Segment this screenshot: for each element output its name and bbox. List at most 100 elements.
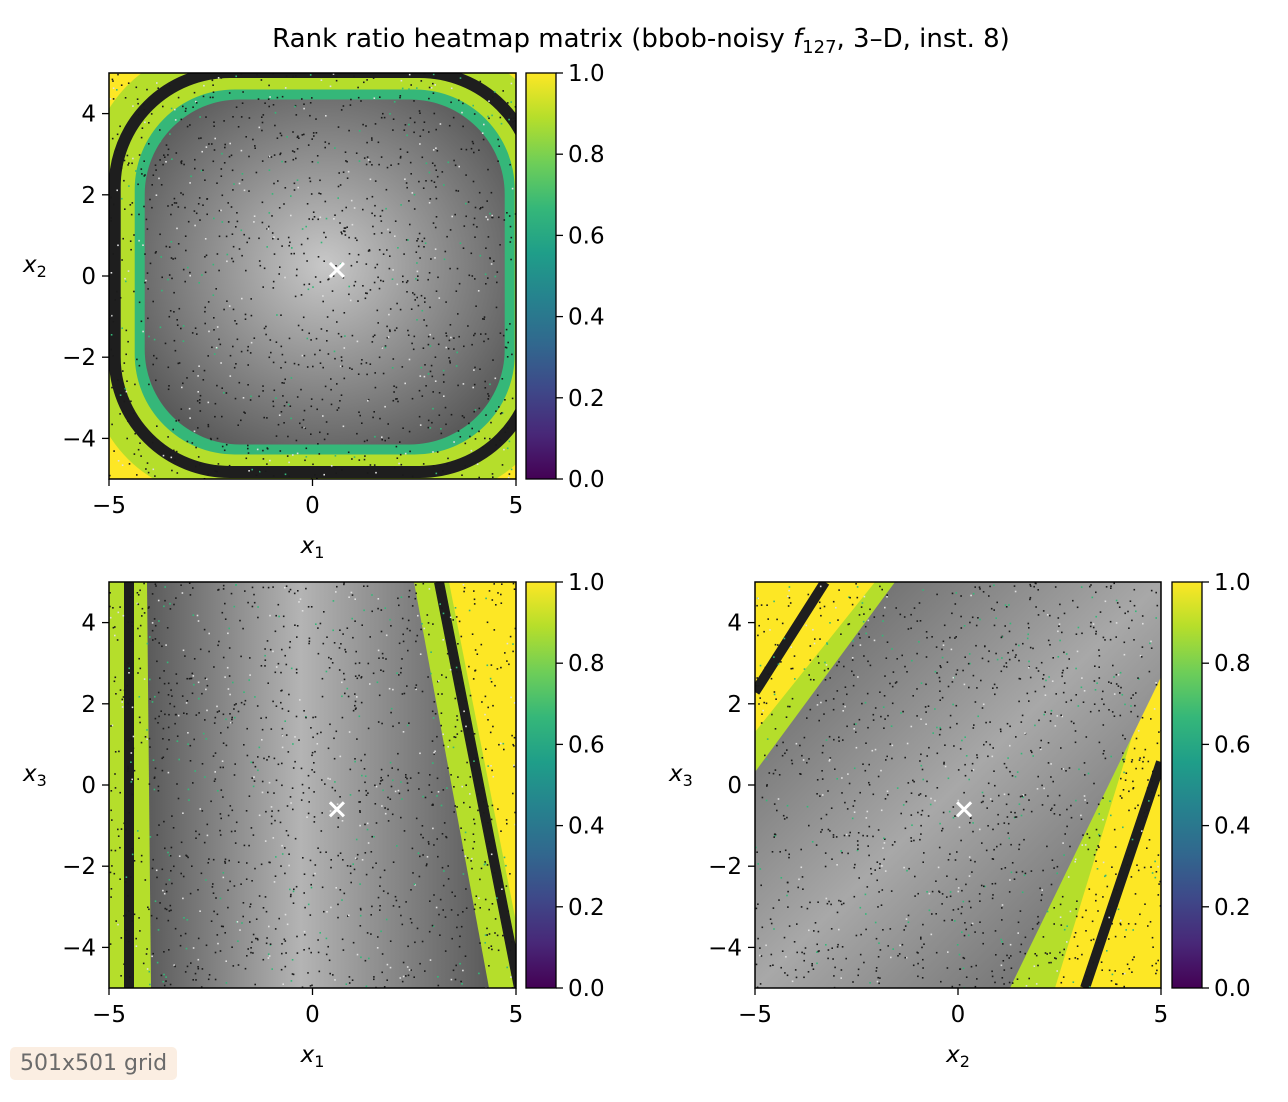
speckle <box>1054 957 1056 959</box>
speckle <box>344 230 346 233</box>
speckle <box>488 841 491 843</box>
speckle <box>490 945 493 947</box>
speckle <box>392 779 394 782</box>
speckle <box>170 107 173 110</box>
speckle <box>307 903 310 906</box>
speckle <box>971 762 974 765</box>
speckle <box>896 658 898 660</box>
speckle <box>326 340 328 342</box>
speckle <box>112 253 115 255</box>
speckle <box>348 982 351 984</box>
speckle <box>216 253 219 255</box>
speckle <box>765 944 767 947</box>
speckle <box>295 715 298 718</box>
speckle <box>935 951 938 954</box>
speckle <box>138 696 141 698</box>
speckle <box>1012 649 1014 652</box>
speckle <box>1039 747 1042 749</box>
speckle <box>484 862 487 865</box>
speckle <box>487 338 490 340</box>
speckle <box>168 274 171 276</box>
speckle <box>380 780 382 782</box>
speckle <box>881 889 884 891</box>
speckle <box>415 592 417 595</box>
speckle <box>786 749 788 751</box>
speckle <box>205 146 208 148</box>
speckle <box>993 584 995 587</box>
speckle <box>333 350 336 353</box>
speckle <box>883 727 885 729</box>
speckle <box>440 712 443 714</box>
speckle <box>989 585 991 588</box>
speckle <box>884 838 886 840</box>
speckle <box>389 113 391 115</box>
speckle <box>164 907 166 910</box>
speckle <box>284 161 287 163</box>
speckle <box>377 598 380 600</box>
speckle <box>811 963 813 965</box>
speckle <box>879 949 882 951</box>
speckle <box>974 860 976 863</box>
speckle <box>1089 585 1091 588</box>
speckle <box>1158 731 1160 733</box>
speckle <box>445 835 447 838</box>
speckle <box>846 725 848 728</box>
speckle <box>312 286 314 288</box>
speckle <box>1115 636 1117 638</box>
speckle <box>227 889 229 891</box>
speckle <box>808 674 810 676</box>
speckle <box>487 398 489 400</box>
speckle <box>424 970 426 972</box>
speckle <box>386 249 388 251</box>
speckle <box>339 222 341 224</box>
speckle <box>435 197 438 200</box>
speckle <box>1029 583 1031 586</box>
speckle <box>263 267 266 270</box>
speckle <box>279 132 282 135</box>
y-tick-label: 0 <box>727 773 742 799</box>
speckle <box>469 694 472 697</box>
speckle <box>206 198 208 200</box>
optimum-marker <box>328 261 345 278</box>
speckle <box>381 209 384 212</box>
speckle <box>920 833 922 835</box>
x-tick-label: −5 <box>92 493 126 519</box>
speckle <box>366 585 369 587</box>
speckle <box>399 157 402 159</box>
speckle <box>167 205 169 207</box>
speckle <box>939 690 941 692</box>
speckle <box>1142 622 1144 625</box>
speckle <box>229 713 231 715</box>
speckle <box>994 930 997 932</box>
speckle <box>1113 676 1115 678</box>
speckle <box>149 678 151 681</box>
speckle <box>253 601 256 604</box>
speckle <box>1119 795 1122 797</box>
speckle <box>1065 770 1067 772</box>
speckle <box>279 152 282 155</box>
speckle <box>135 937 137 940</box>
speckle <box>195 979 197 981</box>
speckle <box>325 236 327 239</box>
speckle <box>266 463 268 465</box>
speckle <box>274 875 277 877</box>
speckle <box>1052 780 1054 783</box>
speckle <box>415 688 417 691</box>
speckle <box>865 913 867 915</box>
speckle <box>903 866 905 869</box>
speckle <box>307 606 310 608</box>
speckle <box>429 198 432 200</box>
speckle <box>349 865 352 867</box>
speckle <box>891 844 894 846</box>
speckle <box>473 334 475 337</box>
speckle <box>381 779 384 781</box>
speckle <box>182 897 184 900</box>
speckle <box>284 87 287 89</box>
speckle <box>408 123 410 126</box>
speckle <box>854 863 856 866</box>
speckle <box>270 156 273 158</box>
speckle <box>511 941 513 943</box>
speckle <box>487 822 489 824</box>
speckle <box>450 909 453 911</box>
speckle <box>248 795 251 797</box>
